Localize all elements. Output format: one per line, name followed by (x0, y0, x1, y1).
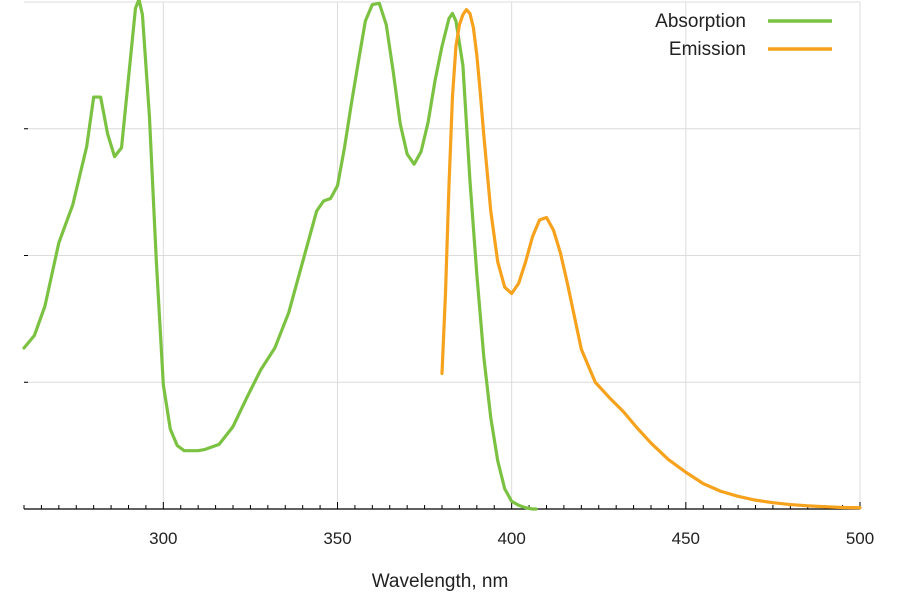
x-tick-label-500: 500 (846, 529, 874, 548)
series-line-emission (440, 8, 862, 510)
axes: 300 350 400 450 500 (23, 128, 874, 548)
x-tick-label-350: 350 (323, 529, 351, 548)
series-lines (22, 0, 862, 511)
legend: Absorption Emission (655, 11, 832, 60)
x-axis-title: Wavelength, nm (372, 571, 509, 592)
grid-lines (24, 1, 861, 509)
x-tick-label-450: 450 (672, 529, 700, 548)
legend-label-emission: Emission (669, 39, 746, 60)
x-tick-label-300: 300 (149, 529, 177, 548)
legend-label-absorption: Absorption (655, 11, 746, 32)
series-line-absorption (22, 0, 538, 511)
x-tick-label-400: 400 (497, 529, 525, 548)
